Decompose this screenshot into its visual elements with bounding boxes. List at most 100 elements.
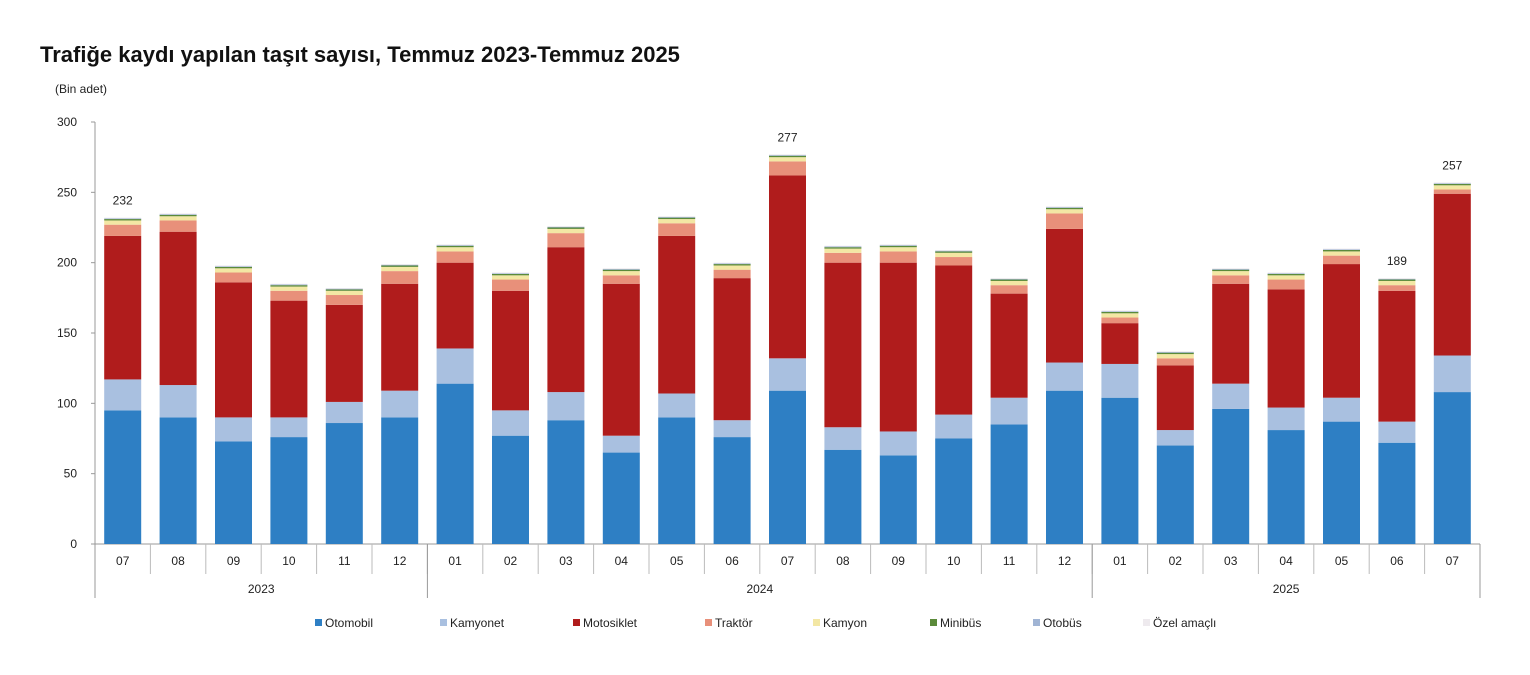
- x-tick-label: 09: [892, 554, 906, 568]
- bar-segment-motosiklet: [381, 283, 419, 391]
- bar-segment-kamyonet: [436, 348, 474, 384]
- bar-segment-kamyon: [658, 219, 696, 224]
- bar-segment-minibüs: [215, 266, 252, 269]
- x-tick-label: 08: [836, 554, 850, 568]
- bar-segment-motosiklet: [769, 175, 806, 359]
- bar-segment-motosiklet: [824, 262, 862, 428]
- x-tick-label: 03: [1224, 554, 1238, 568]
- bar-segment-kamyonet: [769, 358, 806, 391]
- bar-segment-otobüs: [658, 216, 696, 218]
- bar-segment-kamyonet: [1378, 421, 1416, 443]
- bar-segment-traktör: [1323, 255, 1360, 265]
- bar-segment-özel-amaçlı: [1378, 278, 1416, 279]
- bar-segment-otomobil: [492, 435, 529, 544]
- bar-segment-kamyonet: [492, 410, 529, 436]
- bar-segment-otobüs: [879, 245, 917, 246]
- x-tick-label: 01: [1113, 554, 1127, 568]
- bar-segment-özel-amaçlı: [159, 213, 197, 215]
- bar-segment-minibüs: [1101, 311, 1139, 314]
- bar-segment-özel-amaçlı: [602, 268, 640, 269]
- bar-segment-traktör: [492, 279, 529, 291]
- legend-swatch: [813, 619, 820, 626]
- bar-segment-kamyonet: [1433, 355, 1471, 393]
- bar-segment-otobüs: [104, 218, 142, 220]
- x-tick-label: 02: [504, 554, 518, 568]
- bar-segment-minibüs: [602, 269, 640, 272]
- bar-segment-kamyon: [1267, 275, 1305, 280]
- bar-segment-özel-amaçlı: [1101, 310, 1139, 312]
- bar-segment-otobüs: [1378, 278, 1416, 280]
- bar-segment-otomobil: [1323, 421, 1360, 544]
- bar-segment-özel-amaçlı: [270, 283, 308, 285]
- x-tick-label: 09: [227, 554, 241, 568]
- bar-segment-motosiklet: [159, 231, 197, 386]
- bar-segment-traktör: [1433, 189, 1471, 194]
- bar-segment-traktör: [1378, 285, 1416, 291]
- bar-segment-minibüs: [1212, 269, 1250, 272]
- y-tick-label: 150: [57, 326, 77, 340]
- total-data-label: 277: [777, 130, 797, 144]
- bar-segment-kamyon: [824, 248, 862, 253]
- total-data-label: 257: [1442, 158, 1462, 172]
- x-tick-label: 07: [116, 554, 130, 568]
- bar-segment-kamyon: [436, 247, 474, 252]
- bar-segment-kamyonet: [1101, 363, 1139, 398]
- bar-segment-otomobil: [1212, 408, 1250, 544]
- bar-segment-traktör: [381, 271, 419, 284]
- bar-segment-motosiklet: [1378, 290, 1416, 422]
- bar-segment-özel-amaçlı: [990, 278, 1028, 279]
- bar-segment-otomobil: [658, 417, 696, 544]
- bar-segment-kamyonet: [658, 393, 696, 418]
- bar-segment-traktör: [769, 161, 806, 176]
- bar-segment-otobüs: [713, 263, 751, 265]
- bar-segment-özel-amaçlı: [713, 262, 751, 264]
- bar-segment-motosiklet: [325, 304, 363, 402]
- bar-segment-özel-amaçlı: [1156, 351, 1194, 352]
- bar-segment-özel-amaçlı: [1212, 268, 1250, 269]
- bar-segment-özel-amaçlı: [436, 244, 474, 246]
- bar-segment-kamyon: [879, 247, 917, 252]
- bar-segment-motosiklet: [713, 278, 751, 421]
- bar-segment-kamyon: [1156, 354, 1194, 359]
- bar-segment-otobüs: [270, 284, 308, 286]
- bar-segment-traktör: [215, 272, 252, 283]
- bar-segment-kamyonet: [325, 401, 363, 424]
- y-axis-unit-label: (Bin adet): [55, 82, 108, 96]
- bar-segment-kamyon: [769, 157, 806, 162]
- bar-segment-otomobil: [1433, 392, 1471, 544]
- bar-segment-otobüs: [159, 214, 197, 215]
- bar-segment-kamyon: [1323, 251, 1360, 256]
- bar-segment-minibüs: [769, 155, 806, 158]
- bar-segment-otomobil: [713, 437, 751, 544]
- bar-segment-motosiklet: [658, 235, 696, 394]
- bar-segment-otobüs: [990, 278, 1028, 280]
- bar-segment-kamyon: [159, 216, 197, 221]
- x-tick-label: 03: [559, 554, 573, 568]
- bar-segment-motosiklet: [215, 282, 252, 418]
- bar-segment-otomobil: [1267, 430, 1305, 544]
- bar-segment-traktör: [824, 252, 862, 263]
- bar-segment-motosiklet: [104, 235, 142, 380]
- legend-label: Traktör: [715, 616, 753, 630]
- bar-segment-minibüs: [325, 289, 363, 291]
- bar-segment-özel-amaçlı: [769, 154, 806, 156]
- bar-segment-özel-amaçlı: [104, 217, 142, 219]
- bar-segment-kamyon: [270, 286, 308, 291]
- bar-segment-kamyon: [1101, 313, 1139, 318]
- bar-segment-otomobil: [547, 420, 585, 544]
- bar-segment-otomobil: [381, 417, 419, 544]
- bar-segment-minibüs: [1046, 207, 1083, 210]
- chart-title: Trafiğe kaydı yapılan taşıt sayısı, Temm…: [40, 42, 680, 67]
- bar-segment-otomobil: [769, 390, 806, 544]
- bar-segment-otobüs: [1101, 311, 1139, 312]
- bar-segment-özel-amaçlı: [381, 264, 419, 265]
- bar-segment-traktör: [1212, 275, 1250, 284]
- legend-label: Kamyonet: [450, 616, 505, 630]
- y-tick-label: 200: [57, 256, 77, 270]
- bar-segment-motosiklet: [1323, 264, 1360, 398]
- bar-segment-kamyon: [1212, 271, 1250, 276]
- x-tick-label: 12: [1058, 554, 1072, 568]
- bar-segment-kamyonet: [1267, 407, 1305, 431]
- bar-segment-otobüs: [1156, 351, 1194, 353]
- x-tick-label: 05: [1335, 554, 1349, 568]
